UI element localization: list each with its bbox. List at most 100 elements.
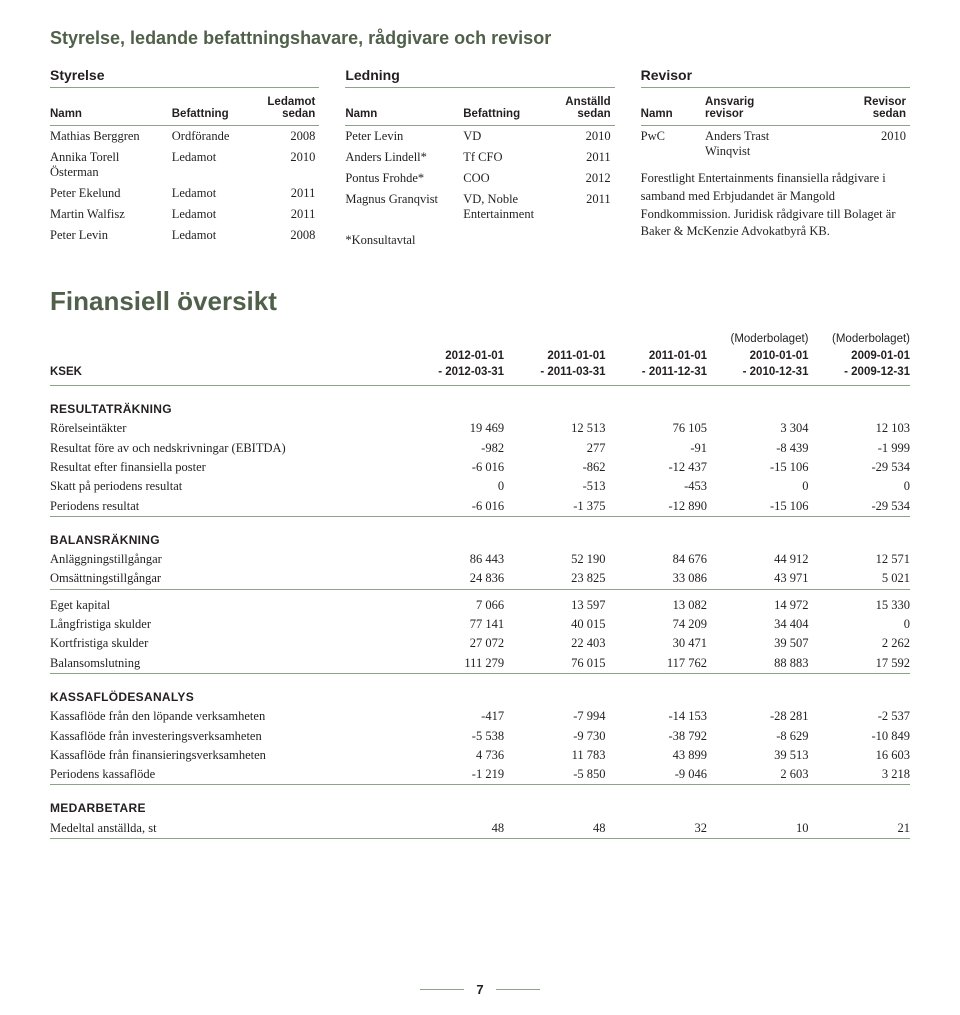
styrelse-table: Namn Befattning Ledamot sedan Mathias Be…: [50, 94, 319, 246]
row-value: 40 015: [504, 615, 605, 634]
row-value: 19 469: [403, 419, 504, 438]
row-value: -12 437: [606, 458, 707, 477]
styrelse-column: Styrelse Namn Befattning Ledamot sedan M…: [50, 67, 319, 248]
row-value: -28 281: [707, 707, 808, 726]
row-label: Omsättningstillgångar: [50, 569, 403, 589]
row-value: 88 883: [707, 654, 808, 674]
row-value: 0: [808, 477, 910, 496]
col-befattning: Befattning: [172, 94, 252, 126]
row-value: -453: [606, 477, 707, 496]
cell-role: Ledamot: [172, 204, 252, 225]
cell-year: 2008: [252, 126, 320, 148]
cell-name: Anders Lindell*: [345, 147, 463, 168]
row-value: 12 103: [808, 419, 910, 438]
row-value: 52 190: [504, 550, 605, 569]
row-value: -8 629: [707, 726, 808, 745]
row-label: Periodens kassaflöde: [50, 765, 403, 785]
row-value: -12 890: [606, 497, 707, 517]
row-label: Kortfristiga skulder: [50, 634, 403, 653]
row-value: -2 537: [808, 707, 910, 726]
row-value: 15 330: [808, 589, 910, 615]
cell-role: Ordförande: [172, 126, 252, 148]
section-title: MEDARBETARE: [50, 785, 910, 819]
row-value: 5 021: [808, 569, 910, 589]
row-value: 24 836: [403, 569, 504, 589]
row-value: -6 016: [403, 458, 504, 477]
row-value: -6 016: [403, 497, 504, 517]
cell-year: 2011: [554, 147, 614, 168]
cell-name: Pontus Frohde*: [345, 168, 463, 189]
row-value: -7 994: [504, 707, 605, 726]
footer-line-left: [420, 989, 464, 990]
revisor-heading: Revisor: [641, 67, 910, 88]
row-value: 277: [504, 438, 605, 457]
col-sedan: Revisor sedan: [827, 94, 910, 126]
row-value: 7 066: [403, 589, 504, 615]
row-label: Periodens resultat: [50, 497, 403, 517]
cell-name: Peter Ekelund: [50, 183, 172, 204]
row-value: 74 209: [606, 615, 707, 634]
top-columns: Styrelse Namn Befattning Ledamot sedan M…: [50, 67, 910, 248]
ledning-table: Namn Befattning Anställd sedan Peter Lev…: [345, 94, 614, 225]
cell-year: 2011: [252, 183, 320, 204]
row-value: 77 141: [403, 615, 504, 634]
supcol: [504, 331, 605, 347]
section-title: RESULTATRÄKNING: [50, 386, 910, 420]
row-label: Resultat före av och nedskrivningar (EBI…: [50, 438, 403, 457]
row-label: Kassaflöde från investeringsverksamheten: [50, 726, 403, 745]
row-value: 2 262: [808, 634, 910, 653]
row-value: -29 534: [808, 458, 910, 477]
row-value: 12 571: [808, 550, 910, 569]
row-label: Kassaflöde från finansieringsverksamhete…: [50, 746, 403, 765]
row-value: 17 592: [808, 654, 910, 674]
supcol: [606, 331, 707, 347]
cell-year: 2011: [252, 204, 320, 225]
revisor-body-text: Forestlight Entertainments finansiella r…: [641, 170, 910, 241]
row-label: Medeltal anställda, st: [50, 818, 403, 838]
fin-head-left: KSEK: [50, 347, 403, 386]
row-value: 3 304: [707, 419, 808, 438]
col-namn: Namn: [641, 94, 705, 126]
row-value: -513: [504, 477, 605, 496]
row-value: 3 218: [808, 765, 910, 785]
section-title: KASSAFLÖDESANALYS: [50, 673, 910, 707]
cell-role: COO: [463, 168, 554, 189]
cell-role: Ledamot: [172, 183, 252, 204]
fin-period: 2012-01-01 - 2012-03-31: [403, 347, 504, 386]
styrelse-heading: Styrelse: [50, 67, 319, 88]
col-ansvarig: Ansvarig revisor: [705, 94, 827, 126]
row-value: 0: [808, 615, 910, 634]
revisor-table: Namn Ansvarig revisor Revisor sedan PwCA…: [641, 94, 910, 162]
row-value: -38 792: [606, 726, 707, 745]
row-value: 13 082: [606, 589, 707, 615]
fin-heading: Finansiell översikt: [50, 286, 910, 317]
row-value: 12 513: [504, 419, 605, 438]
row-value: 30 471: [606, 634, 707, 653]
row-value: -10 849: [808, 726, 910, 745]
row-value: 84 676: [606, 550, 707, 569]
row-value: -9 046: [606, 765, 707, 785]
cell-name: Magnus Granqvist: [345, 189, 463, 225]
cell-name: Peter Levin: [345, 126, 463, 148]
revisor-column: Revisor Namn Ansvarig revisor Revisor se…: [641, 67, 910, 248]
row-value: -15 106: [707, 497, 808, 517]
cell-role: Ledamot: [172, 147, 252, 183]
row-label: Balansomslutning: [50, 654, 403, 674]
row-label: Kassaflöde från den löpande verksamheten: [50, 707, 403, 726]
row-value: 32: [606, 818, 707, 838]
supcol: (Moderbolaget): [808, 331, 910, 347]
row-value: -14 153: [606, 707, 707, 726]
fin-period: 2011-01-01 - 2011-12-31: [606, 347, 707, 386]
cell-name: PwC: [641, 126, 705, 163]
row-value: 0: [403, 477, 504, 496]
supcol: [50, 331, 403, 347]
footer-line-right: [496, 989, 540, 990]
cell-name: Martin Walfisz: [50, 204, 172, 225]
fin-period: 2010-01-01 - 2010-12-31: [707, 347, 808, 386]
row-value: -29 534: [808, 497, 910, 517]
row-value: 43 971: [707, 569, 808, 589]
cell-role: Anders Trast Winqvist: [705, 126, 827, 163]
col-sedan: Ledamot sedan: [252, 94, 320, 126]
row-value: 10: [707, 818, 808, 838]
page-title: Styrelse, ledande befattningshavare, råd…: [50, 28, 910, 49]
